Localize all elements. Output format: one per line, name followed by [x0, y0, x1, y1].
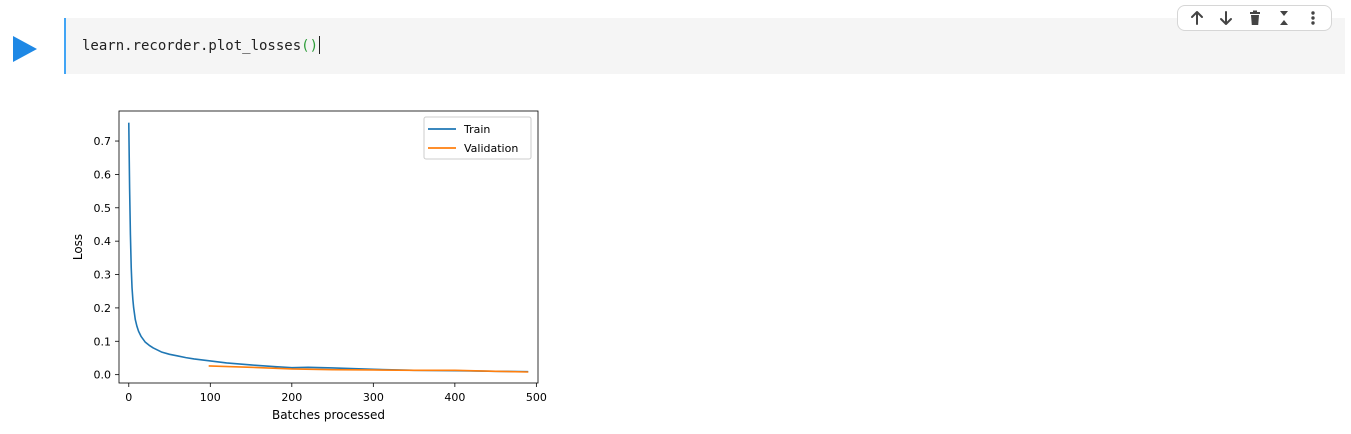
series-line-validation [208, 365, 529, 373]
code-editor[interactable]: learn.recorder.plot_losses() [82, 36, 321, 56]
more-vertical-icon [1310, 11, 1315, 25]
code-parens: () [301, 38, 319, 54]
y-tick-label: 0.3 [94, 269, 112, 282]
delete-cell-button[interactable] [1243, 7, 1267, 29]
y-axis: 0.0 0.1 0.2 0.3 0.4 0.5 0.6 0.7 [94, 135, 119, 382]
y-axis-label: Loss [71, 234, 85, 260]
run-cell-button[interactable] [10, 34, 40, 64]
code-cell[interactable]: learn.recorder.plot_losses() [64, 18, 1345, 74]
x-tick-label: 500 [526, 391, 547, 404]
x-axis: 0 100 200 300 400 500 [125, 383, 547, 404]
x-tick-label: 200 [281, 391, 302, 404]
x-tick-label: 0 [125, 391, 132, 404]
arrow-up-icon [1190, 11, 1203, 25]
y-tick-label: 0.4 [94, 235, 112, 248]
y-tick-label: 0.0 [94, 369, 112, 382]
legend-label: Train [463, 123, 490, 136]
cell-output: 0 100 200 300 400 500 0.0 0.1 0.2 0.3 0.4 0.5 0.6 0.… [64, 100, 564, 430]
y-tick-label: 0.2 [94, 302, 112, 315]
legend-label: Validation [464, 142, 518, 155]
y-tick-label: 0.6 [94, 168, 112, 181]
move-cell-down-button[interactable] [1214, 7, 1238, 29]
x-axis-label: Batches processed [272, 408, 385, 422]
cell-toolbar [1177, 5, 1332, 31]
loss-plot: 0 100 200 300 400 500 0.00.10.20.30.40.50.60.… [71, 110, 547, 422]
y-tick-label: 0.1 [94, 335, 112, 348]
code-text: learn.recorder.plot_losses [82, 38, 302, 54]
move-cell-up-button[interactable] [1185, 7, 1209, 29]
more-options-button[interactable] [1301, 7, 1325, 29]
plot-frame [118, 110, 539, 384]
collapse-icon [1279, 11, 1288, 25]
play-icon [13, 36, 37, 62]
y-tick-label: 0.5 [94, 202, 112, 215]
trash-icon [1249, 10, 1260, 25]
legend: Train Validation [423, 116, 532, 160]
arrow-down-icon [1219, 11, 1232, 25]
y-tick-label: 0.7 [94, 135, 112, 148]
text-cursor [319, 36, 321, 54]
x-tick-label: 400 [444, 391, 465, 404]
series-line-train [127, 122, 529, 373]
x-tick-label: 300 [363, 391, 384, 404]
plot-series [127, 122, 529, 373]
collapse-cell-button[interactable] [1272, 7, 1296, 29]
x-tick-label: 100 [200, 391, 221, 404]
